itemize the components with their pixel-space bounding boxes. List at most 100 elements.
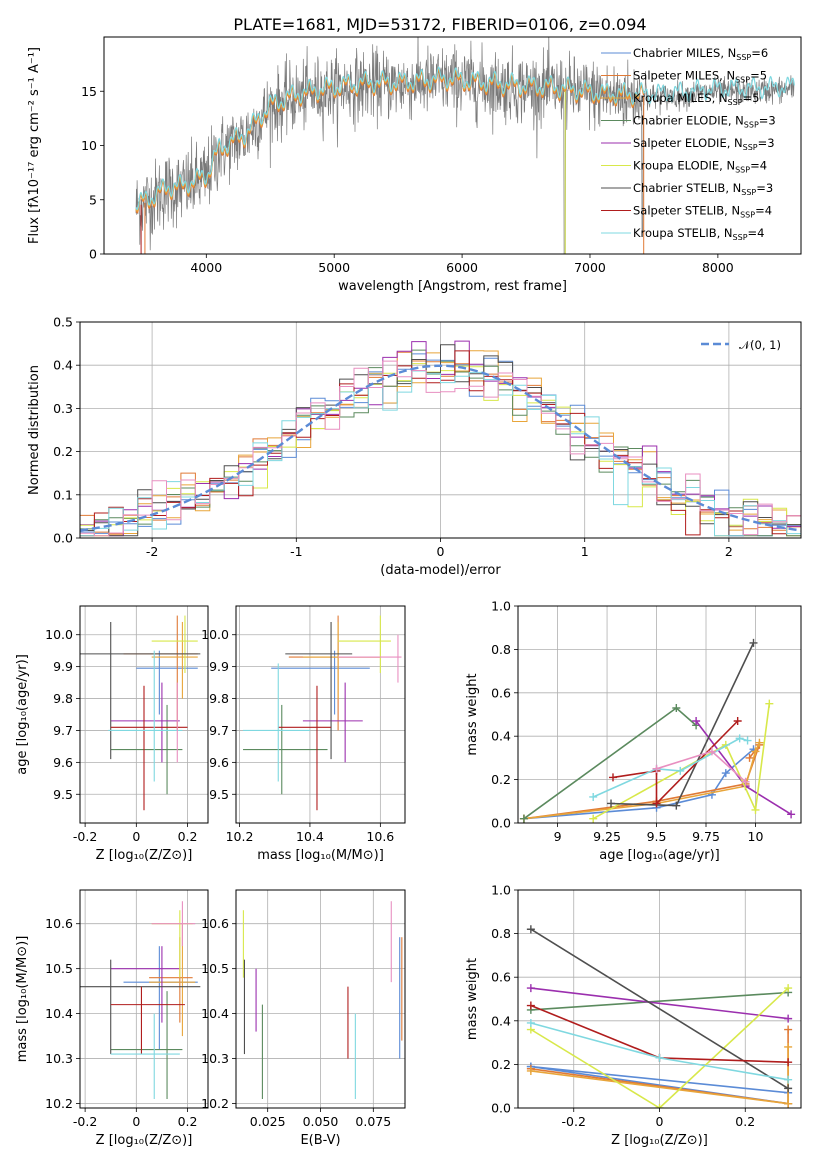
weight_vs_age-marker [743, 736, 752, 745]
residuals-xtick-label: -1 [290, 544, 302, 559]
spectrum-ytick-label: 15 [81, 84, 97, 99]
weight_vs_age-series-line [523, 744, 761, 820]
age_vs_mass-ytick-label: 9.9 [209, 659, 229, 674]
mass_vs_Z-frame [79, 889, 209, 1109]
spectrum-legend-label: Chabrier ELODIE, NSSP=3 [633, 114, 776, 130]
legend-subscript: SSP [744, 121, 759, 130]
spectrum-legend-label: Kroupa ELODIE, NSSP=4 [633, 159, 767, 175]
weight_vs_Z-marker [526, 984, 535, 993]
residuals-ylabel: Normed distribution [27, 365, 42, 495]
weight_vs_Z-marker [526, 1001, 535, 1010]
spectrum-xtick-label: 6000 [446, 260, 478, 275]
age_vs_Z-ytick-label: 9.6 [53, 755, 73, 770]
weight_vs_Z-marker [784, 1025, 793, 1034]
weight_vs_age-marker [733, 717, 742, 726]
mass_vs_EBV-frame [235, 889, 406, 1109]
weight_vs_age-marker [608, 773, 617, 782]
residuals-normal-curve [80, 364, 801, 532]
weight_vs_age-marker [652, 799, 661, 808]
age_vs_Z-xtick-label: -0.2 [73, 829, 97, 844]
legend-subscript: SSP [740, 211, 755, 220]
weight_vs_age-marker [589, 814, 598, 823]
spectrum-frame [103, 36, 802, 255]
weight_vs_age-marker [721, 769, 730, 778]
age_vs_mass-xtick-label: 10.2 [226, 829, 254, 844]
weight_vs_age-ytick-label: 0.6 [491, 685, 511, 700]
legend-tail: =4 [750, 159, 767, 173]
legend-subscript: SSP [743, 143, 758, 152]
legend-text: Salpeter ELODIE, N [633, 136, 743, 150]
legend-subscript: SSP [728, 98, 743, 107]
weight_vs_age-plot-area [519, 638, 796, 823]
legend-tail: =4 [755, 204, 772, 218]
weight_vs_age-xtick-label: 9.25 [593, 829, 621, 844]
spectrum-xlabel: wavelength [Angstrom, rest frame] [338, 279, 567, 294]
age_vs_Z-plot-area [80, 615, 201, 811]
legend-tail: =3 [756, 181, 773, 195]
weight_vs_Z-marker [784, 1014, 793, 1023]
legend-text: Salpeter STELIB, N [633, 204, 740, 218]
age_vs_mass-xlabel: mass [log₁₀(M/M⊙)] [257, 848, 384, 863]
spectrum-xtick-label: 5000 [318, 260, 350, 275]
age_vs_mass-xtick-label: 10.6 [366, 829, 394, 844]
legend-subscript: SSP [735, 76, 750, 85]
weight_vs_Z-ytick-label: 0.6 [491, 970, 511, 985]
legend-subscript: SSP [741, 188, 756, 197]
age_vs_mass-ytick-label: 9.5 [209, 787, 229, 802]
weight_vs_age-ytick-label: 0.8 [491, 642, 511, 657]
spectrum-xtick-label: 7000 [574, 260, 606, 275]
spectrum-legend-label: Kroupa STELIB, NSSP=4 [633, 226, 764, 242]
age_vs_Z-ytick-label: 9.7 [53, 723, 73, 738]
mass_vs_Z-ytick-label: 10.3 [45, 1051, 73, 1066]
mass_vs_Z-ytick-label: 10.5 [45, 961, 73, 976]
weight_vs_Z-marker [784, 1084, 793, 1093]
mass_vs_Z-xtick-label: 0.2 [178, 1114, 198, 1129]
residuals-xtick-label: 2 [725, 544, 733, 559]
weight_vs_age-ytick-label: 0.0 [491, 816, 511, 831]
spectrum-legend-label: Salpeter MILES, NSSP=5 [633, 69, 767, 85]
residuals-legend-label: 𝒩(0, 1) [739, 338, 781, 352]
weight_vs_Z-ytick-label: 0.2 [491, 1057, 511, 1072]
age_vs_mass-ytick-label: 9.6 [209, 755, 229, 770]
weight_vs_age-marker [676, 766, 685, 775]
weight_vs_Z-xtick-label: 0.2 [735, 1114, 755, 1129]
weight_vs_age-series-line [523, 706, 697, 820]
spectrum-legend-label: Salpeter STELIB, NSSP=4 [633, 204, 772, 220]
weight_vs_age-marker [672, 703, 681, 712]
weight_vs_age-marker [745, 753, 754, 762]
weight_vs_Z-plot-area [526, 925, 793, 1108]
mass_vs_EBV-plot-area [242, 901, 403, 1100]
legend-text: Kroupa ELODIE, N [633, 159, 735, 173]
spectrum-xtick-label: 8000 [702, 260, 734, 275]
spectrum-legend-label: Kroupa MILES, NSSP=5 [633, 91, 759, 107]
legend-tail: =5 [750, 69, 767, 83]
weight_vs_age-xtick-label: 9.75 [692, 829, 720, 844]
weight_vs_Z-marker [784, 1058, 793, 1067]
legend-subscript: SSP [733, 233, 748, 242]
weight_vs_age-marker [751, 805, 760, 814]
weight_vs_age-ylabel: mass weight [465, 673, 480, 755]
age_vs_mass-ytick-label: 9.8 [209, 691, 229, 706]
residuals-xlabel: (data-model)/error [380, 563, 501, 578]
weight_vs_age-marker [741, 777, 750, 786]
weight_vs_age-marker [751, 747, 760, 756]
age_vs_Z-ytick-label: 9.8 [53, 691, 73, 706]
weight_vs_age-ytick-label: 0.2 [491, 772, 511, 787]
weight_vs_age-xtick-label: 10 [748, 829, 764, 844]
weight_vs_age-marker [652, 764, 661, 773]
weight_vs_age-marker [692, 717, 701, 726]
residuals-histogram-step [80, 360, 801, 537]
mass_vs_Z-xtick-label: 0 [132, 1114, 140, 1129]
age_vs_mass-plot-area [243, 615, 402, 811]
weight_vs_Z-marker [526, 1066, 535, 1075]
weight_vs_Z-series-line [530, 987, 789, 1020]
weight_vs_age-marker [672, 801, 681, 810]
mass_vs_Z-xtick-label: -0.2 [73, 1114, 97, 1129]
mass_vs_EBV-xtick-label: 0.075 [355, 1114, 391, 1129]
weight_vs_Z-series-line [530, 991, 789, 1011]
spectrum-ytick-label: 10 [81, 138, 97, 153]
age_vs_Z-xlabel: Z [log₁₀(Z/Z⊙)] [96, 848, 193, 863]
age_vs_Z-xtick-label: 0.2 [178, 829, 198, 844]
spectrum-plot-area [135, 37, 795, 254]
